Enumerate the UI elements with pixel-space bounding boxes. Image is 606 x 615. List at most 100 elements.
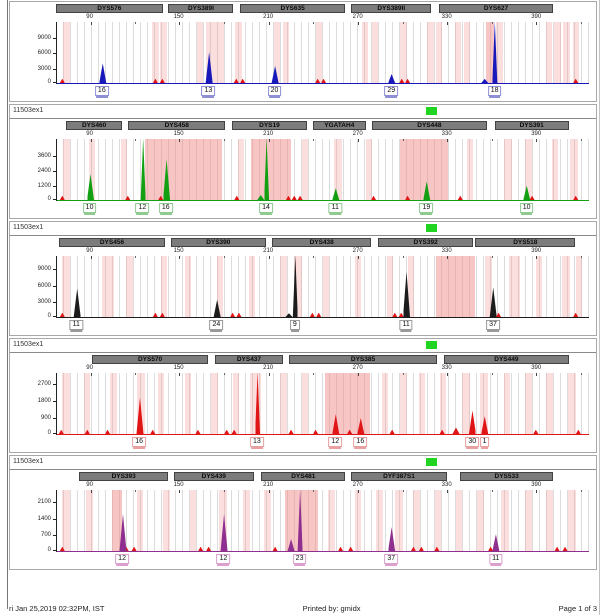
allele-call[interactable]: 1 — [479, 437, 490, 447]
x-tick-label: 270 — [352, 248, 363, 254]
allele-peak — [213, 299, 221, 317]
marker-button[interactable]: DYS481 — [261, 472, 346, 481]
bin-highlight — [503, 373, 511, 435]
marker-button[interactable]: DYS456 — [59, 238, 165, 247]
allele-call[interactable]: 10 — [519, 203, 534, 213]
allele-call[interactable]: 11 — [69, 320, 83, 330]
marker-button[interactable]: DYS391 — [494, 121, 569, 130]
marker-button[interactable]: DYS437 — [215, 355, 283, 364]
bin-highlight — [456, 490, 463, 552]
allele-call[interactable]: 9 — [289, 320, 300, 330]
x-minor-tick-mark — [402, 490, 404, 492]
size-standard-peak — [285, 195, 291, 200]
allele-call[interactable]: 13 — [250, 437, 264, 447]
bin-highlight — [454, 22, 462, 84]
allele-call[interactable]: 24 — [209, 320, 224, 330]
x-tick-label: 390 — [531, 482, 542, 488]
allele-call[interactable]: 12 — [135, 203, 150, 213]
marker-button[interactable]: DYS635 — [239, 4, 346, 13]
baseline-trace — [57, 551, 589, 552]
y-tick-mark — [53, 315, 56, 317]
allele-call[interactable]: 18 — [487, 86, 502, 96]
marker-button[interactable]: DYS576 — [56, 4, 163, 13]
bin-highlight — [63, 139, 70, 201]
allele-call[interactable]: 10 — [82, 203, 97, 213]
bin-highlight — [136, 373, 145, 435]
size-standard-peak — [573, 312, 579, 317]
allele-call[interactable]: 37 — [486, 320, 500, 330]
bin-highlight — [365, 139, 372, 201]
allele-call[interactable]: 16 — [132, 437, 147, 447]
size-standard-peak — [347, 429, 353, 434]
allele-call[interactable]: 12 — [216, 554, 231, 564]
allele-call[interactable]: 19 — [419, 203, 434, 213]
marker-button[interactable]: DYS393 — [79, 472, 168, 481]
marker-button[interactable]: DYS19 — [231, 121, 308, 130]
marker-button[interactable]: DYS627 — [438, 4, 554, 13]
baseline-trace — [57, 317, 589, 318]
allele-peak — [163, 159, 171, 200]
allele-peak — [423, 181, 431, 200]
allele-call[interactable]: 12 — [115, 554, 129, 564]
allele-peak — [271, 65, 279, 83]
x-minor-tick-mark — [135, 373, 137, 375]
marker-button[interactable]: DYS390 — [170, 238, 266, 247]
marker-button[interactable]: DYS570 — [91, 355, 209, 364]
allele-call[interactable]: 30 — [465, 437, 480, 447]
marker-button[interactable]: DYS449 — [444, 355, 569, 364]
size-standard-peak — [59, 546, 65, 551]
allele-call[interactable]: 11 — [399, 320, 413, 330]
marker-button[interactable]: DYS392 — [377, 238, 474, 247]
marker-button[interactable]: DYS448 — [371, 121, 488, 130]
y-tick-mark — [53, 269, 56, 271]
allele-call[interactable]: 12 — [328, 437, 343, 447]
bin-highlight — [570, 139, 579, 201]
electropherogram-panel: 11503ex1 DYS460 DYS458 DYS19 YGATAH4 DYS448 DY… — [9, 104, 597, 219]
analysis-status-indicator — [426, 224, 438, 232]
x-tick-label: 390 — [531, 365, 542, 371]
x-minor-tick-mark — [581, 256, 583, 258]
allele-call[interactable]: 16 — [353, 437, 368, 447]
bin-highlight — [545, 22, 553, 84]
bin-highlight — [328, 490, 335, 552]
y-tick-label: 2700 — [37, 381, 51, 388]
bin-highlight — [293, 256, 302, 318]
y-tick-label: 0 — [47, 312, 51, 319]
allele-call[interactable]: 37 — [384, 554, 399, 564]
bin-highlight — [535, 256, 543, 318]
allele-call[interactable]: 13 — [201, 86, 216, 96]
marker-button[interactable]: DYS458 — [127, 121, 226, 130]
marker-button[interactable]: DYS533 — [460, 472, 554, 481]
allele-call[interactable]: 16 — [94, 86, 109, 96]
x-minor-tick-mark — [313, 139, 315, 141]
marker-button[interactable]: DYS389II — [351, 4, 432, 13]
bin-highlight — [163, 490, 170, 552]
allele-call[interactable]: 16 — [158, 203, 173, 213]
allele-call[interactable]: 29 — [384, 86, 399, 96]
allele-call[interactable]: 11 — [489, 554, 503, 564]
bin-highlight — [427, 22, 434, 84]
marker-button[interactable]: DYS460 — [66, 121, 123, 130]
page-footer: ri Jan 25,2019 02:32PM, IST Printed by: … — [9, 604, 597, 613]
allele-call[interactable]: 14 — [259, 203, 273, 213]
marker-button[interactable]: DYS385 — [289, 355, 437, 364]
marker-button[interactable]: DYS518 — [475, 238, 576, 247]
marker-button[interactable]: DYS389I — [168, 4, 234, 13]
size-standard-peak — [233, 78, 239, 83]
marker-button[interactable]: DYS438 — [272, 238, 371, 247]
y-axis: 2700 1800 900 0 — [10, 373, 56, 435]
allele-call[interactable]: 11 — [328, 203, 342, 213]
size-standard-peak — [59, 195, 65, 200]
x-tick-label: 270 — [352, 131, 363, 137]
plot-area — [56, 490, 589, 552]
x-minor-tick-mark — [581, 22, 583, 24]
allele-call[interactable]: 23 — [292, 554, 307, 564]
marker-button[interactable]: DYS439 — [173, 472, 254, 481]
marker-button[interactable]: DYF387S1 — [351, 472, 447, 481]
size-standard-peak — [84, 429, 90, 434]
marker-button[interactable]: YGATAH4 — [312, 121, 366, 130]
x-tick-label: 90 — [86, 14, 93, 20]
x-tick-mark — [268, 490, 270, 493]
allele-call[interactable]: 20 — [267, 86, 282, 96]
x-axis-labels: 90 150 210 270 330 390 — [56, 365, 589, 373]
